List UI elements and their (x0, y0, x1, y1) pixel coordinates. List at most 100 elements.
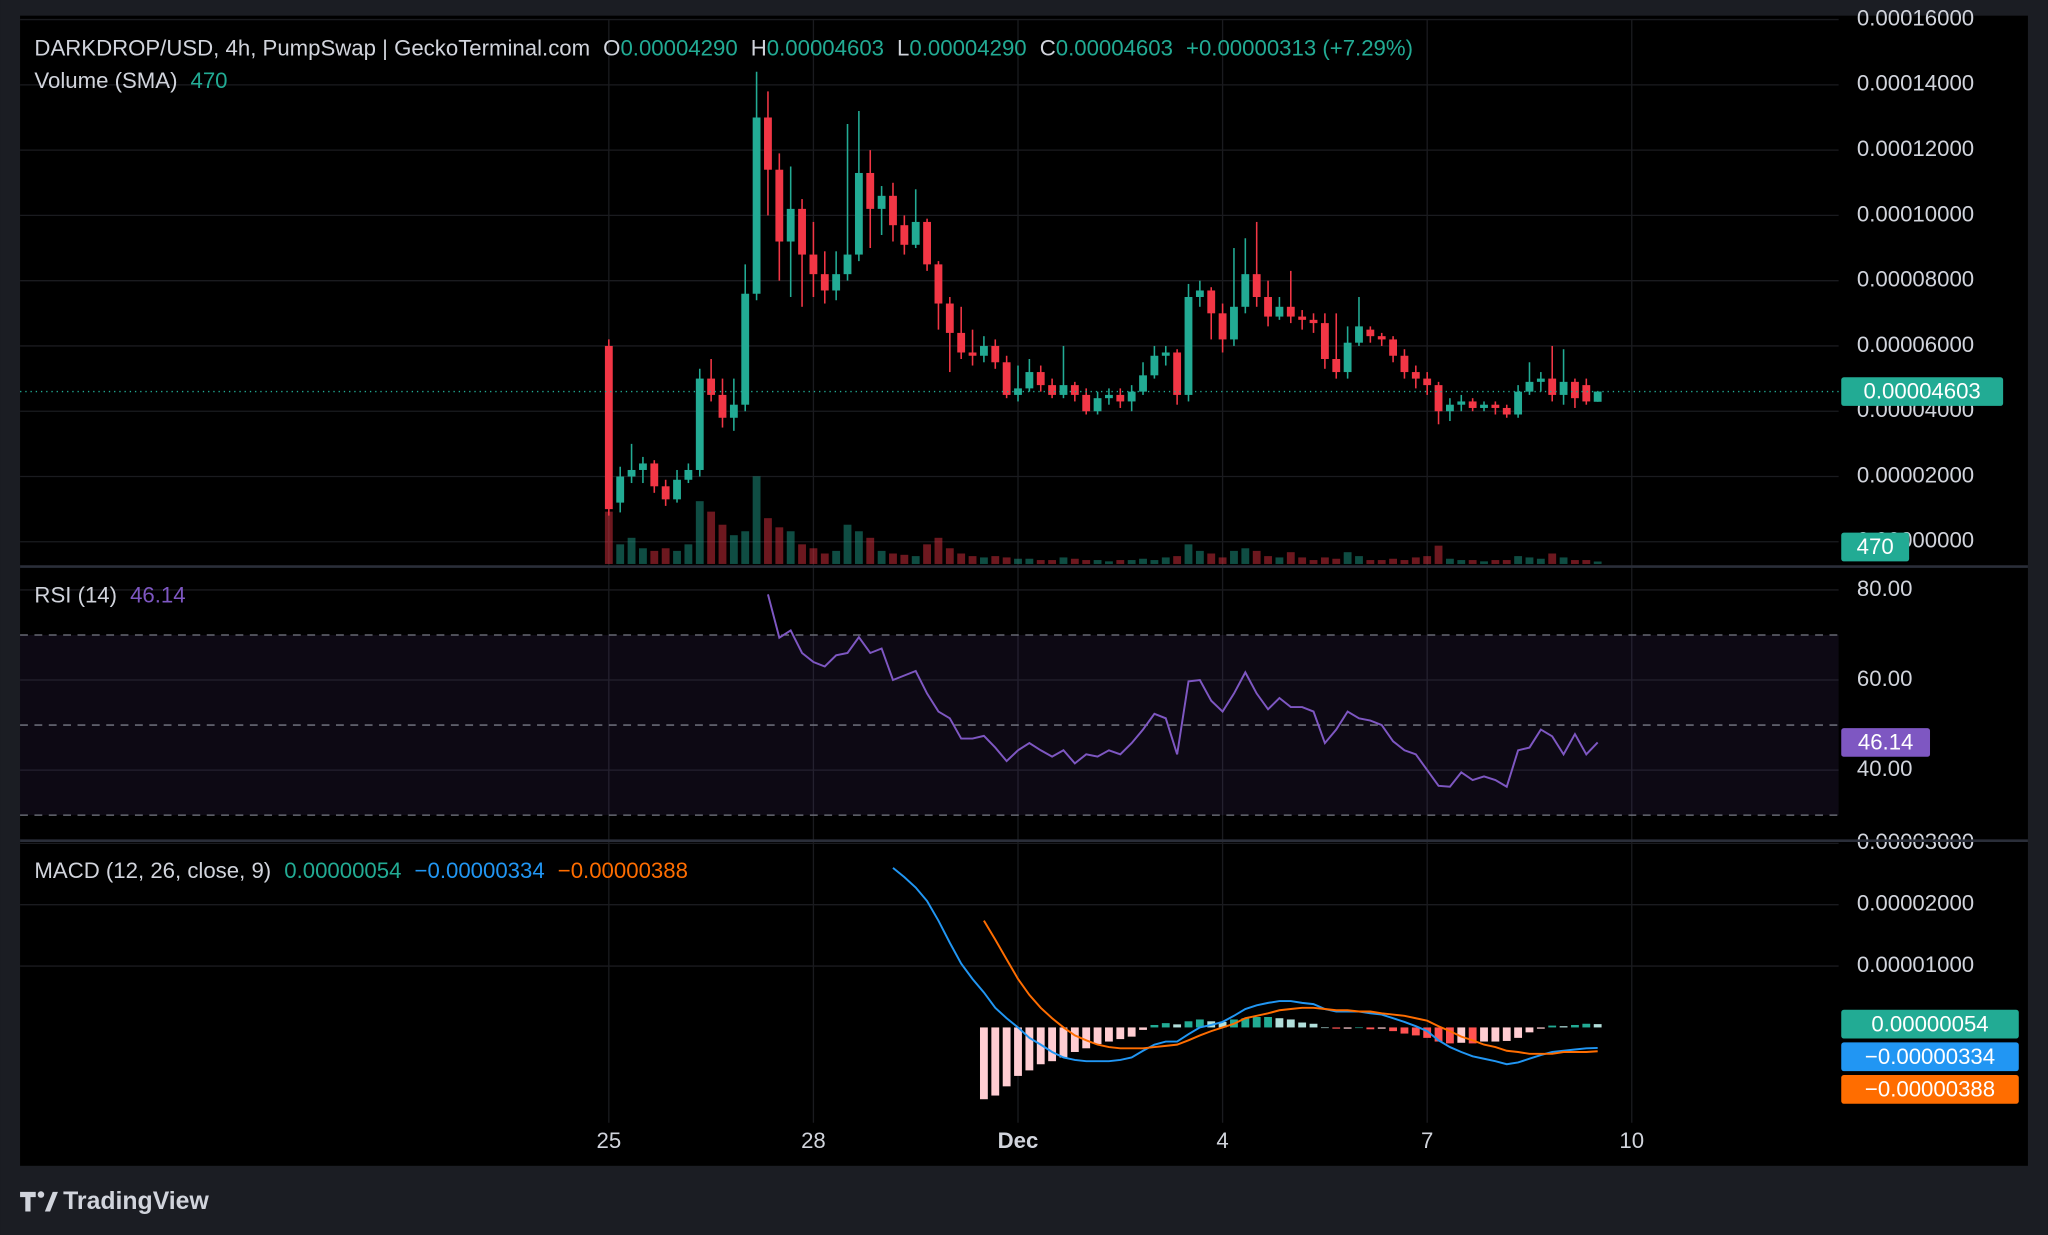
candle-body (1275, 306, 1284, 317)
candle-body (639, 463, 647, 470)
volume-badge-bg (1841, 532, 1910, 562)
brand: TradingView (63, 1188, 209, 1215)
candle-body (707, 378, 716, 395)
candle-body (1105, 394, 1113, 399)
y-tick-label: 0.00012000 (1857, 136, 1974, 161)
legend-text: +0.00000313 (+7.29%) (1186, 35, 1413, 60)
volume-bar (1593, 561, 1602, 564)
volume-bar (866, 537, 875, 564)
legend-text: 0.00000054 (284, 858, 401, 883)
candle-body (923, 221, 931, 265)
candle-body (752, 117, 761, 294)
volume-bar (1582, 560, 1591, 564)
volume-bar (1082, 560, 1091, 564)
volume-bar (1093, 560, 1102, 564)
candle-body (957, 332, 966, 353)
candle-body (1536, 378, 1545, 382)
volume-bar (1298, 557, 1307, 564)
volume-bar (1230, 550, 1238, 564)
legend-line: MACD (12, 26, close, 9) 0.00000054 −0.0000… (34, 858, 688, 883)
candle-body (1048, 385, 1057, 395)
macd-histogram-bar (1502, 1027, 1511, 1041)
macd-histogram-bar (1139, 1027, 1147, 1030)
candle-body (1502, 407, 1511, 415)
macd-histogram-bar (1332, 1027, 1341, 1029)
y-tick-label: 60.00 (1857, 666, 1913, 691)
volume-bar (639, 548, 647, 564)
legend-text: −0.00000388 (558, 858, 688, 883)
macd-histogram-bar (1525, 1027, 1534, 1033)
macd-histogram-bar (1434, 1027, 1443, 1042)
candle-body (820, 274, 829, 291)
volume-bar (1434, 545, 1443, 564)
macd-histogram-bar (1025, 1027, 1034, 1071)
candle-body (1150, 355, 1159, 376)
volume-bar (1173, 556, 1182, 564)
legend-text: 0.00004290 (909, 35, 1026, 60)
candle-body (1116, 394, 1125, 402)
candle-body (1411, 372, 1420, 379)
rsi-badge-bg (1841, 728, 1931, 757)
volume-bar (1241, 548, 1250, 564)
chart-area (20, 15, 2028, 1166)
volume-bar (1139, 558, 1147, 564)
volume-bar (1400, 560, 1409, 564)
volume-bar (650, 550, 659, 564)
candle-body (1139, 375, 1147, 392)
candle-body (718, 394, 727, 418)
volume-bar (911, 556, 920, 564)
volume-bar (786, 531, 795, 564)
volume-bar (991, 556, 1000, 564)
y-tick-label: 80.00 (1857, 576, 1913, 601)
macd-badge: −0.00000334 (1865, 1044, 1995, 1069)
volume-bar (718, 524, 727, 564)
volume-bar (1366, 560, 1375, 564)
candle-body (661, 486, 670, 500)
volume-bar (661, 548, 670, 564)
candle-body (1320, 323, 1329, 360)
x-tick-label: 10 (1619, 1128, 1644, 1153)
candle-body (1571, 381, 1579, 399)
volume-bar (1025, 558, 1034, 564)
signal-line (983, 920, 1598, 1055)
price-badge-bg (1841, 377, 2004, 406)
candle-body (1332, 359, 1341, 373)
candle-body (1423, 378, 1432, 386)
volume-bar (1036, 560, 1045, 564)
candle-body (900, 225, 909, 245)
candle-body (695, 378, 704, 470)
macd-histogram-bar (1014, 1027, 1022, 1076)
candle-body (1059, 385, 1068, 395)
volume-bar (1207, 553, 1216, 564)
volume-bar (764, 518, 772, 564)
volume-bar (968, 556, 977, 564)
candle-body (1093, 398, 1102, 412)
legend-text: MACD (12, 26, close, 9) (34, 858, 271, 883)
volume-bar (627, 537, 636, 564)
legend-text: 0.00004603 (1056, 35, 1173, 60)
macd-histogram-bar (1445, 1027, 1454, 1044)
candle-body (684, 469, 693, 480)
candle-body (1070, 385, 1079, 395)
candle-body (1468, 401, 1477, 408)
macd-histogram-bar (1127, 1027, 1136, 1037)
volume-bar (877, 550, 886, 564)
candle-body (1480, 404, 1488, 408)
candle-body (934, 264, 943, 304)
volume-bar (1150, 560, 1159, 564)
macd-histogram-bar (1536, 1027, 1545, 1029)
histogram-badge: 0.00000054 (1871, 1011, 1988, 1036)
candle-body (616, 476, 625, 503)
volume-bar (1286, 552, 1295, 564)
candle-body (1230, 306, 1238, 340)
volume-bar (1195, 550, 1204, 564)
histogram-badge-bg (1841, 1009, 2019, 1039)
legend-text: 0.00004603 (767, 35, 884, 60)
volume-bar (1514, 556, 1523, 564)
legend-line: Volume (SMA) 470 (34, 68, 227, 93)
candle-body (1184, 297, 1193, 395)
volume-bar (1105, 561, 1113, 564)
candle-body (1264, 297, 1272, 317)
volume-bar (889, 553, 897, 564)
